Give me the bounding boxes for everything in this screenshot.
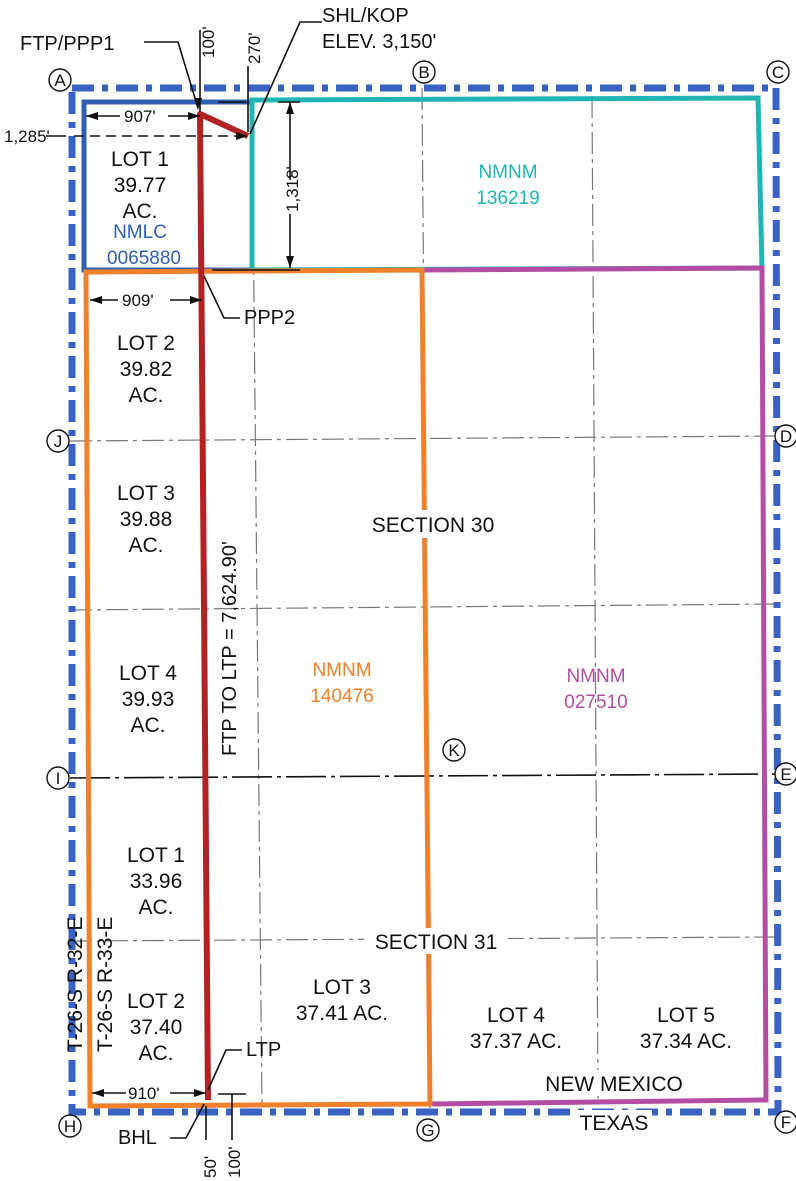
dimension-lines [46, 21, 322, 1140]
lot-2-s31-name: LOT 2 [127, 990, 185, 1013]
corner-marker-b [412, 60, 436, 84]
lot-1-s30-name: LOT 1 [111, 148, 169, 171]
dim-909: 909' [122, 291, 154, 310]
lot-4-s30-name: LOT 4 [119, 662, 177, 685]
lot-2-s31-unit: AC. [138, 1042, 173, 1065]
lot-3-s31-name: LOT 3 [313, 976, 371, 999]
state-texas: TEXAS [580, 1112, 649, 1135]
corner-marker-d [774, 424, 796, 448]
lot-3-s30-name: LOT 3 [117, 482, 175, 505]
nmlc-lease-name: NMLC [113, 222, 167, 243]
lot-4-s30-acres: 39.93 [122, 688, 175, 711]
corner-c: C [772, 63, 784, 82]
nmnm-140476-name: NMNM [312, 660, 371, 681]
dim-100-bottom: 100' [225, 1146, 244, 1178]
shl-kop-label: SHL/KOP [322, 5, 409, 27]
dim-1285: 1,285' [4, 127, 50, 146]
lot-1-s31-acres: 33.96 [130, 870, 183, 893]
dim-50-bottom: 50' [201, 1156, 220, 1178]
corner-a: A [54, 71, 66, 90]
nmnm-136219-outline [249, 95, 765, 273]
corner-marker-e [774, 762, 796, 786]
wellbore-path [197, 111, 250, 1101]
corner-k: K [448, 741, 460, 760]
lot-3-s30-acres: 39.88 [120, 508, 173, 531]
dim-1318: 1,318' [283, 166, 302, 212]
lot-5-s31-name: LOT 5 [657, 1004, 715, 1027]
township-line [69, 773, 777, 779]
lot-2-s30-acres: 39.82 [120, 358, 173, 381]
corner-marker-h [58, 1114, 82, 1138]
nmnm-140476-number: 140476 [310, 686, 373, 707]
nmlc-lease-number: 0065880 [107, 248, 181, 269]
nmnm-136219-name: NMNM [478, 162, 537, 183]
nmnm-027510-outline [421, 265, 769, 1107]
corner-marker-a [48, 68, 72, 92]
corner-marker-c [766, 60, 790, 84]
ftp-ltp-distance: FTP TO LTP = 7,624.90' [219, 541, 241, 756]
corner-h: H [64, 1117, 76, 1136]
lot-1-s30-unit: AC. [122, 200, 157, 223]
corner-marker-k [442, 738, 466, 762]
corner-g: G [421, 1121, 434, 1140]
nmnm-136219-number: 136219 [476, 188, 539, 209]
dim-270-top: 270' [245, 32, 264, 64]
lot-1-s31-unit: AC. [138, 896, 173, 919]
arrowheads [86, 98, 294, 1097]
section-30-bg [360, 510, 506, 538]
corner-marker-j [46, 429, 70, 453]
ftp-ppp1-label: FTP/PPP1 [20, 33, 114, 55]
lot-3-s31-acres: 37.41 AC. [296, 1002, 388, 1025]
corner-d: D [780, 427, 792, 446]
corner-marker-f [774, 1110, 796, 1134]
dim-907: 907' [124, 107, 156, 126]
lot-4-s31-acres: 37.37 AC. [470, 1030, 562, 1053]
township-east: T-26-S R-33-E [94, 917, 117, 1052]
dim-100-top: 100' [199, 26, 218, 58]
lot-2-s31-acres: 37.40 [130, 1016, 183, 1039]
lot-2-s30-name: LOT 2 [117, 332, 175, 355]
lot-4-s30-unit: AC. [130, 714, 165, 737]
dim-910: 910' [128, 1084, 160, 1103]
corner-f: F [781, 1113, 791, 1132]
corner-j: J [54, 432, 63, 451]
lot-5-s31-acres: 37.34 AC. [640, 1030, 732, 1053]
lot-1-s31-name: LOT 1 [127, 844, 185, 867]
lot-4-s31-name: LOT 4 [487, 1004, 545, 1027]
state-new-mexico: NEW MEXICO [545, 1073, 683, 1096]
lot-3-s30-unit: AC. [128, 534, 163, 557]
corner-b: B [418, 63, 429, 82]
section-31-label: SECTION 31 [375, 931, 498, 954]
new-mexico-bg [538, 1070, 690, 1096]
ppp2-label: PPP2 [244, 307, 295, 329]
nmnm-140476-outline [83, 267, 433, 1109]
nmnm-027510-name: NMNM [566, 666, 625, 687]
corner-markers [46, 60, 796, 1142]
ltp-label: LTP [246, 1039, 281, 1061]
lot-1-s30-acres: 39.77 [114, 174, 167, 197]
elevation-label: ELEV. 3,150' [322, 31, 436, 53]
corner-e: E [780, 765, 791, 784]
nmnm-027510-number: 027510 [564, 692, 627, 713]
bhl-label: BHL [118, 1127, 157, 1149]
texas-bg [576, 1110, 652, 1134]
lot-2-s30-unit: AC. [128, 384, 163, 407]
corner-marker-g [416, 1118, 440, 1142]
section-30-label: SECTION 30 [372, 514, 495, 537]
corner-i: I [56, 769, 61, 788]
township-west: T-26-S R-32-E [64, 917, 87, 1052]
section-boundary [68, 84, 782, 1116]
corner-marker-i [46, 766, 70, 790]
section-31-bg [364, 928, 508, 954]
